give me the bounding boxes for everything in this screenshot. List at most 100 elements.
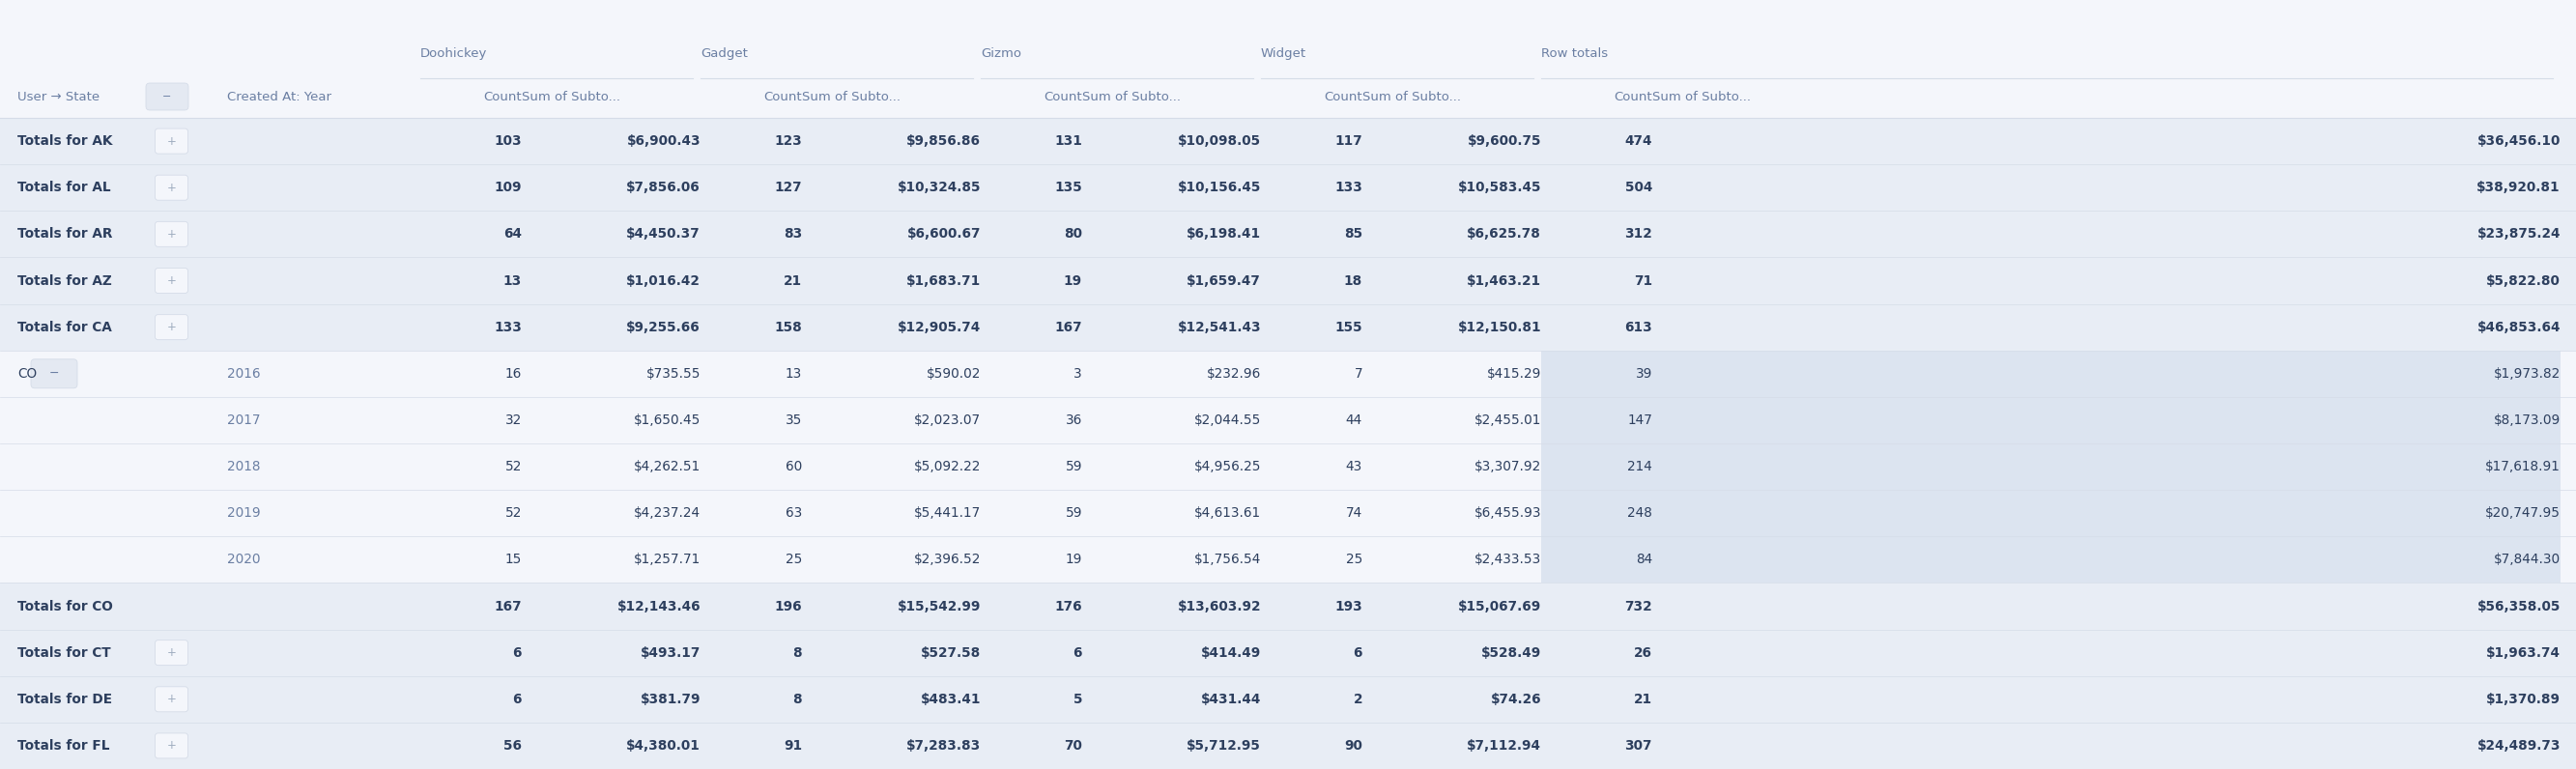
- Bar: [0, 258, 2576, 304]
- Text: 103: 103: [495, 135, 523, 148]
- Text: $2,023.07: $2,023.07: [914, 414, 981, 427]
- Text: $1,016.42: $1,016.42: [626, 274, 701, 288]
- Text: Totals for AL: Totals for AL: [18, 181, 111, 195]
- Text: $17,618.91: $17,618.91: [2486, 460, 2561, 474]
- Text: 167: 167: [1054, 321, 1082, 334]
- Text: Gizmo: Gizmo: [981, 47, 1020, 59]
- FancyBboxPatch shape: [155, 221, 188, 247]
- Text: Row totals: Row totals: [1540, 47, 1607, 59]
- FancyBboxPatch shape: [147, 83, 188, 110]
- Text: 71: 71: [1633, 274, 1651, 288]
- Text: 133: 133: [495, 321, 523, 334]
- Text: $10,156.45: $10,156.45: [1177, 181, 1260, 195]
- Text: 19: 19: [1066, 553, 1082, 567]
- Text: CO: CO: [18, 367, 36, 381]
- Text: 6: 6: [1352, 646, 1363, 660]
- Text: 83: 83: [783, 228, 801, 241]
- Text: $527.58: $527.58: [920, 646, 981, 660]
- Text: 26: 26: [1633, 646, 1651, 660]
- Text: User → State: User → State: [18, 90, 100, 103]
- Text: $7,283.83: $7,283.83: [907, 739, 981, 753]
- Bar: [0, 304, 2576, 351]
- Text: $9,600.75: $9,600.75: [1468, 135, 1540, 148]
- Text: Totals for AK: Totals for AK: [18, 135, 113, 148]
- Text: 5: 5: [1074, 692, 1082, 706]
- FancyBboxPatch shape: [155, 640, 188, 665]
- Text: 135: 135: [1054, 181, 1082, 195]
- Text: Count: Count: [1324, 90, 1363, 103]
- Text: $1,756.54: $1,756.54: [1193, 553, 1260, 567]
- Text: 158: 158: [775, 321, 801, 334]
- Text: 248: 248: [1628, 507, 1651, 520]
- Text: 85: 85: [1345, 228, 1363, 241]
- Text: Totals for FL: Totals for FL: [18, 739, 111, 753]
- Text: Gadget: Gadget: [701, 47, 747, 59]
- Text: $528.49: $528.49: [1481, 646, 1540, 660]
- Text: $431.44: $431.44: [1200, 692, 1260, 706]
- Text: +: +: [167, 693, 175, 705]
- Text: +: +: [167, 135, 175, 148]
- Bar: [0, 165, 2576, 211]
- Text: Sum of Subto...: Sum of Subto...: [801, 90, 902, 103]
- Text: 80: 80: [1064, 228, 1082, 241]
- Text: $493.17: $493.17: [641, 646, 701, 660]
- Text: 167: 167: [495, 600, 523, 613]
- Text: 39: 39: [1636, 367, 1651, 381]
- Text: $1,650.45: $1,650.45: [634, 414, 701, 427]
- Text: Sum of Subto...: Sum of Subto...: [1651, 90, 1752, 103]
- Text: $9,255.66: $9,255.66: [626, 321, 701, 334]
- Text: $15,542.99: $15,542.99: [896, 600, 981, 613]
- Text: $4,237.24: $4,237.24: [634, 507, 701, 520]
- Text: $20,747.95: $20,747.95: [2486, 507, 2561, 520]
- Text: $10,324.85: $10,324.85: [896, 181, 981, 195]
- Text: $10,098.05: $10,098.05: [1177, 135, 1260, 148]
- Text: $6,900.43: $6,900.43: [626, 135, 701, 148]
- Text: $483.41: $483.41: [920, 692, 981, 706]
- Text: Count: Count: [1043, 90, 1082, 103]
- Text: 59: 59: [1066, 460, 1082, 474]
- Text: 127: 127: [775, 181, 801, 195]
- Text: +: +: [167, 740, 175, 752]
- Text: $12,150.81: $12,150.81: [1458, 321, 1540, 334]
- Bar: [0, 397, 2576, 444]
- Text: 21: 21: [1633, 692, 1651, 706]
- Bar: [0, 351, 2576, 397]
- Text: 176: 176: [1054, 600, 1082, 613]
- Text: 474: 474: [1625, 135, 1651, 148]
- Text: −: −: [49, 368, 59, 380]
- FancyBboxPatch shape: [155, 315, 188, 340]
- Text: $12,541.43: $12,541.43: [1177, 321, 1260, 334]
- Text: 16: 16: [505, 367, 523, 381]
- Text: $74.26: $74.26: [1492, 692, 1540, 706]
- Text: 504: 504: [1625, 181, 1651, 195]
- Text: Widget: Widget: [1260, 47, 1306, 59]
- Text: $381.79: $381.79: [639, 692, 701, 706]
- Text: $1,463.21: $1,463.21: [1466, 274, 1540, 288]
- Text: +: +: [167, 228, 175, 241]
- Text: $12,905.74: $12,905.74: [896, 321, 981, 334]
- Text: 74: 74: [1345, 507, 1363, 520]
- Text: 36: 36: [1066, 414, 1082, 427]
- Text: 6: 6: [513, 692, 523, 706]
- Text: $7,112.94: $7,112.94: [1466, 739, 1540, 753]
- Text: $15,067.69: $15,067.69: [1458, 600, 1540, 613]
- FancyBboxPatch shape: [155, 687, 188, 712]
- Text: 19: 19: [1064, 274, 1082, 288]
- Text: $2,433.53: $2,433.53: [1473, 553, 1540, 567]
- Text: $2,044.55: $2,044.55: [1193, 414, 1260, 427]
- Text: 13: 13: [502, 274, 523, 288]
- Text: 193: 193: [1334, 600, 1363, 613]
- Text: 155: 155: [1334, 321, 1363, 334]
- Text: $1,973.82: $1,973.82: [2494, 367, 2561, 381]
- Text: $3,307.92: $3,307.92: [1473, 460, 1540, 474]
- Text: 84: 84: [1636, 553, 1651, 567]
- Text: Sum of Subto...: Sum of Subto...: [1363, 90, 1461, 103]
- Text: $6,625.78: $6,625.78: [1466, 228, 1540, 241]
- Text: 2017: 2017: [227, 414, 260, 427]
- Bar: [0, 723, 2576, 769]
- Text: 6: 6: [513, 646, 523, 660]
- Text: $6,198.41: $6,198.41: [1188, 228, 1260, 241]
- FancyBboxPatch shape: [31, 359, 77, 388]
- Text: 307: 307: [1625, 739, 1651, 753]
- Text: Totals for AZ: Totals for AZ: [18, 274, 111, 288]
